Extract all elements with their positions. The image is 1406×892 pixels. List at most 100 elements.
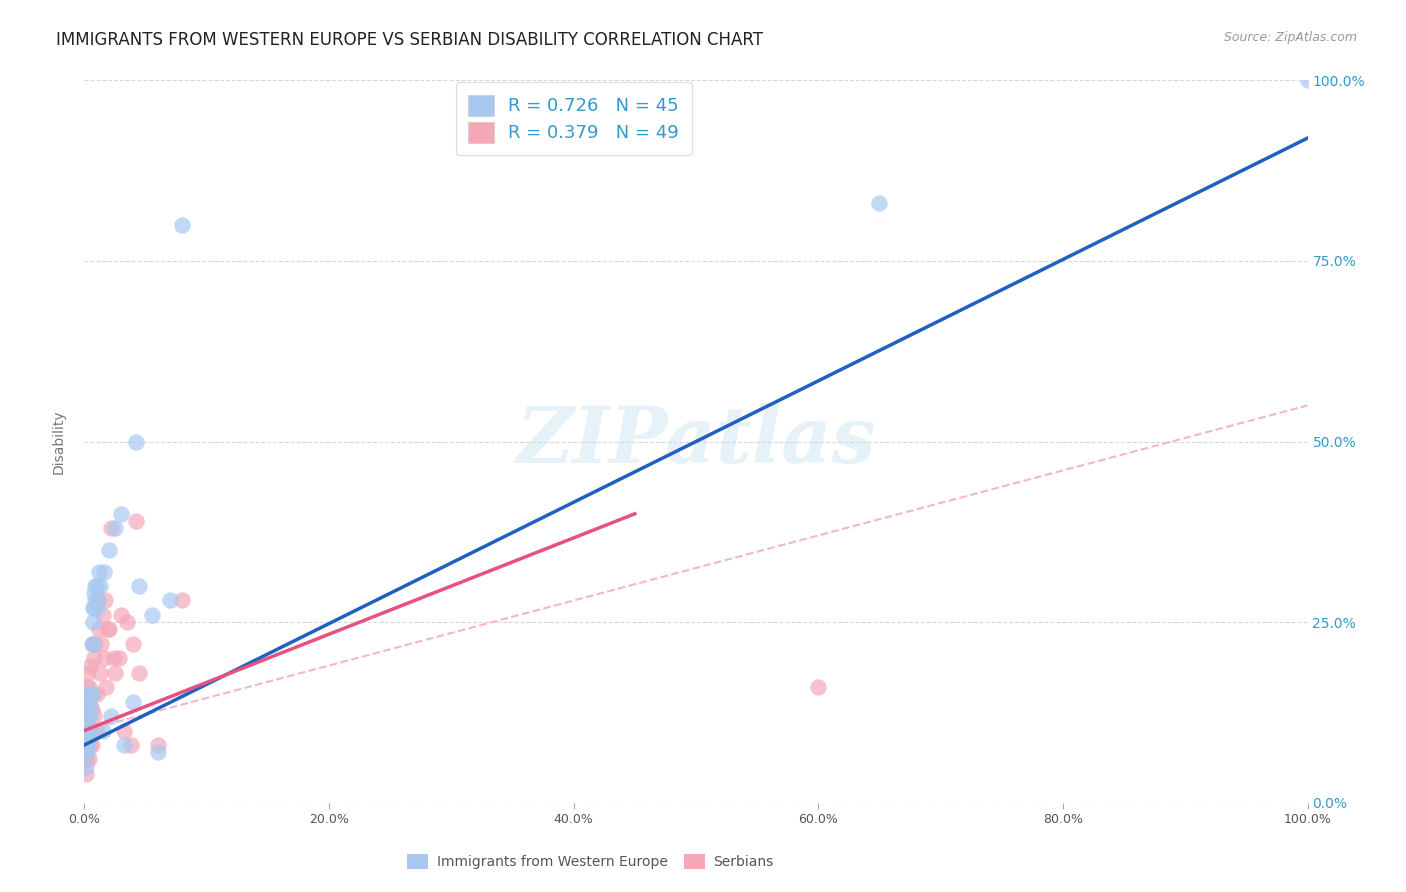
Point — [91, 723, 114, 738]
Point — [115, 615, 138, 630]
Legend: R = 0.726   N = 45, R = 0.379   N = 49: R = 0.726 N = 45, R = 0.379 N = 49 — [456, 82, 692, 155]
Point — [84, 723, 107, 738]
Point — [172, 593, 194, 607]
Point — [87, 623, 110, 637]
Point — [807, 680, 830, 694]
Point — [77, 752, 100, 766]
Point — [122, 695, 145, 709]
Point — [77, 709, 100, 723]
Point — [82, 637, 104, 651]
Point — [112, 723, 135, 738]
Point — [97, 623, 120, 637]
Point — [91, 607, 114, 622]
Point — [84, 637, 107, 651]
Point — [75, 745, 97, 759]
Point — [159, 593, 181, 607]
Point — [93, 651, 115, 665]
Point — [84, 593, 107, 607]
Point — [76, 752, 98, 766]
Point — [77, 723, 100, 738]
Point — [82, 637, 104, 651]
Point — [1296, 73, 1319, 87]
Point — [107, 651, 129, 665]
Point — [77, 738, 100, 752]
Point — [125, 514, 148, 528]
Point — [122, 637, 145, 651]
Point — [80, 702, 103, 716]
Point — [79, 738, 101, 752]
Point — [100, 521, 122, 535]
Point — [104, 521, 127, 535]
Point — [83, 709, 105, 723]
Point — [83, 651, 105, 665]
Point — [75, 760, 97, 774]
Point — [77, 665, 100, 680]
Text: ZIPatlas: ZIPatlas — [516, 403, 876, 480]
Point — [110, 507, 132, 521]
Point — [80, 687, 103, 701]
Point — [128, 665, 150, 680]
Point — [100, 709, 122, 723]
Point — [77, 680, 100, 694]
Point — [77, 723, 100, 738]
Point — [87, 565, 110, 579]
Point — [128, 579, 150, 593]
Point — [112, 738, 135, 752]
Point — [82, 600, 104, 615]
Point — [76, 731, 98, 745]
Point — [77, 695, 100, 709]
Point — [75, 767, 97, 781]
Point — [75, 731, 97, 745]
Point — [76, 723, 98, 738]
Point — [89, 579, 111, 593]
Point — [82, 687, 104, 701]
Point — [97, 623, 120, 637]
Point — [141, 607, 163, 622]
Point — [87, 593, 110, 607]
Point — [89, 665, 111, 680]
Point — [79, 658, 101, 673]
Point — [104, 665, 127, 680]
Point — [94, 593, 117, 607]
Point — [86, 687, 108, 701]
Text: Source: ZipAtlas.com: Source: ZipAtlas.com — [1223, 31, 1357, 45]
Point — [77, 695, 100, 709]
Point — [80, 738, 103, 752]
Point — [84, 579, 107, 593]
Point — [83, 600, 105, 615]
Point — [90, 637, 112, 651]
Point — [97, 542, 120, 557]
Point — [86, 600, 108, 615]
Point — [79, 702, 101, 716]
Point — [172, 218, 194, 232]
Point — [110, 607, 132, 622]
Point — [125, 434, 148, 449]
Point — [103, 651, 125, 665]
Point — [79, 709, 101, 723]
Point — [79, 687, 101, 701]
Point — [77, 687, 100, 701]
Point — [76, 680, 98, 694]
Point — [82, 615, 104, 630]
Legend: Immigrants from Western Europe, Serbians: Immigrants from Western Europe, Serbians — [401, 847, 780, 876]
Point — [96, 680, 118, 694]
Point — [79, 702, 101, 716]
Point — [76, 745, 98, 759]
Point — [146, 745, 169, 759]
Y-axis label: Disability: Disability — [52, 409, 66, 474]
Point — [146, 738, 169, 752]
Point — [120, 738, 142, 752]
Text: IMMIGRANTS FROM WESTERN EUROPE VS SERBIAN DISABILITY CORRELATION CHART: IMMIGRANTS FROM WESTERN EUROPE VS SERBIA… — [56, 31, 763, 49]
Point — [86, 723, 108, 738]
Point — [86, 579, 108, 593]
Point — [93, 565, 115, 579]
Point — [75, 752, 97, 766]
Point — [83, 586, 105, 600]
Point — [869, 196, 891, 211]
Point — [80, 637, 103, 651]
Point — [77, 731, 100, 745]
Point — [76, 716, 98, 731]
Point — [77, 723, 100, 738]
Point — [87, 593, 110, 607]
Point — [77, 709, 100, 723]
